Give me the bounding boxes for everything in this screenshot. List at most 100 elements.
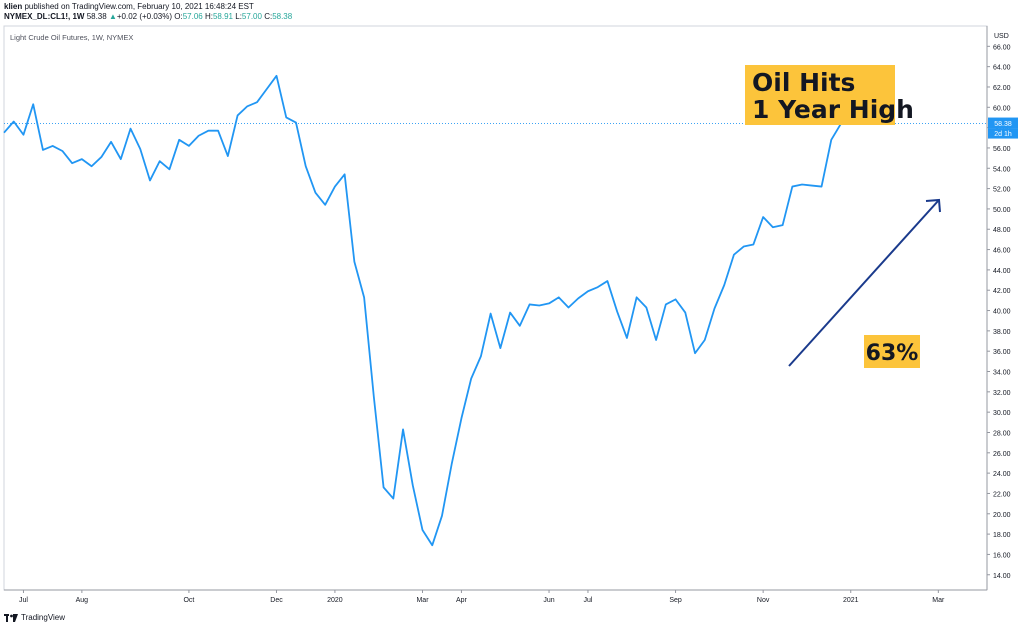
price-point[interactable] — [702, 338, 707, 343]
price-point[interactable] — [70, 161, 75, 166]
price-point[interactable] — [264, 87, 269, 92]
price-point[interactable] — [800, 182, 805, 187]
price-point[interactable] — [79, 157, 84, 162]
price-point[interactable] — [576, 296, 581, 301]
price-point[interactable] — [381, 485, 386, 490]
price-point[interactable] — [469, 376, 474, 381]
price-point[interactable] — [196, 133, 201, 138]
price-point[interactable] — [167, 167, 172, 172]
price-point[interactable] — [274, 73, 279, 78]
price-point[interactable] — [527, 302, 532, 307]
price-point[interactable] — [751, 242, 756, 247]
price-point[interactable] — [595, 285, 600, 290]
price-point[interactable] — [644, 305, 649, 310]
price-point[interactable] — [605, 279, 610, 284]
price-point[interactable] — [352, 259, 357, 264]
price-point[interactable] — [556, 295, 561, 300]
price-point[interactable] — [790, 184, 795, 189]
price-point[interactable] — [624, 335, 629, 340]
price-point[interactable] — [673, 297, 678, 302]
price-point[interactable] — [663, 302, 668, 307]
price-point[interactable] — [40, 147, 45, 152]
y-tick-label: 64.00 — [993, 65, 1011, 72]
price-point[interactable] — [177, 137, 182, 142]
price-point[interactable] — [186, 143, 191, 148]
price-point[interactable] — [585, 289, 590, 294]
price-point[interactable] — [615, 309, 620, 314]
price-point[interactable] — [31, 102, 36, 107]
price-point[interactable] — [391, 496, 396, 501]
price-point[interactable] — [157, 159, 162, 164]
price-point[interactable] — [731, 252, 736, 257]
low-label: L: — [235, 12, 242, 21]
price-point[interactable] — [342, 172, 347, 177]
price-point[interactable] — [449, 461, 454, 466]
price-point[interactable] — [60, 148, 65, 153]
price-point[interactable] — [147, 178, 152, 183]
price-point[interactable] — [138, 146, 143, 151]
price-point[interactable] — [206, 128, 211, 133]
price-point[interactable] — [21, 132, 26, 137]
author-name[interactable]: klien — [4, 2, 23, 11]
price-point[interactable] — [245, 104, 250, 109]
price-point[interactable] — [566, 305, 571, 310]
price-point[interactable] — [109, 139, 114, 144]
x-tick-label: Sep — [669, 597, 682, 604]
y-tick-label: 44.00 — [993, 268, 1011, 275]
price-point[interactable] — [323, 202, 328, 207]
price-point[interactable] — [235, 113, 240, 118]
price-point[interactable] — [712, 306, 717, 311]
price-point[interactable] — [761, 215, 766, 220]
price-point[interactable] — [508, 310, 513, 315]
price-point[interactable] — [693, 351, 698, 356]
price-point[interactable] — [819, 184, 824, 189]
price-point[interactable] — [332, 184, 337, 189]
price-point[interactable] — [634, 295, 639, 300]
headline-box[interactable] — [745, 65, 895, 125]
y-tick-label: 54.00 — [993, 166, 1011, 173]
price-point[interactable] — [829, 137, 834, 142]
price-series-line[interactable] — [3, 74, 842, 547]
price-point[interactable] — [478, 354, 483, 359]
price-point[interactable] — [284, 115, 289, 120]
price-point[interactable] — [459, 416, 464, 421]
price-point[interactable] — [683, 310, 688, 315]
price-point[interactable] — [537, 303, 542, 308]
price-point[interactable] — [89, 164, 94, 169]
price-point[interactable] — [488, 311, 493, 316]
price-point[interactable] — [498, 346, 503, 351]
price-point[interactable] — [770, 225, 775, 230]
price-point[interactable] — [255, 100, 260, 105]
price-point[interactable] — [50, 143, 55, 148]
percent-box[interactable] — [864, 335, 920, 368]
price-point[interactable] — [216, 128, 221, 133]
close-value: 58.38 — [272, 12, 293, 21]
price-point[interactable] — [430, 543, 435, 548]
price-point[interactable] — [401, 427, 406, 432]
price-point[interactable] — [420, 528, 425, 533]
price-point[interactable] — [722, 283, 727, 288]
price-point[interactable] — [128, 126, 133, 131]
change-arrow-icon: ▲ — [108, 12, 117, 21]
price-point[interactable] — [313, 190, 318, 195]
footer-brand[interactable]: TradingView — [21, 613, 66, 622]
price-point[interactable] — [99, 155, 104, 160]
price-point[interactable] — [439, 513, 444, 518]
price-point[interactable] — [741, 244, 746, 249]
x-tick-label: Aug — [76, 597, 89, 604]
price-point[interactable] — [654, 338, 659, 343]
price-point[interactable] — [547, 301, 552, 306]
price-point[interactable] — [2, 130, 7, 135]
price-point[interactable] — [303, 164, 308, 169]
trend-arrow-line[interactable] — [788, 200, 939, 367]
price-point[interactable] — [293, 120, 298, 125]
price-point[interactable] — [517, 323, 522, 328]
price-point[interactable] — [809, 183, 814, 188]
price-point[interactable] — [362, 295, 367, 300]
price-point[interactable] — [780, 223, 785, 228]
price-point[interactable] — [225, 154, 230, 159]
price-point[interactable] — [118, 157, 123, 162]
price-point[interactable] — [371, 394, 376, 399]
price-point[interactable] — [410, 483, 415, 488]
